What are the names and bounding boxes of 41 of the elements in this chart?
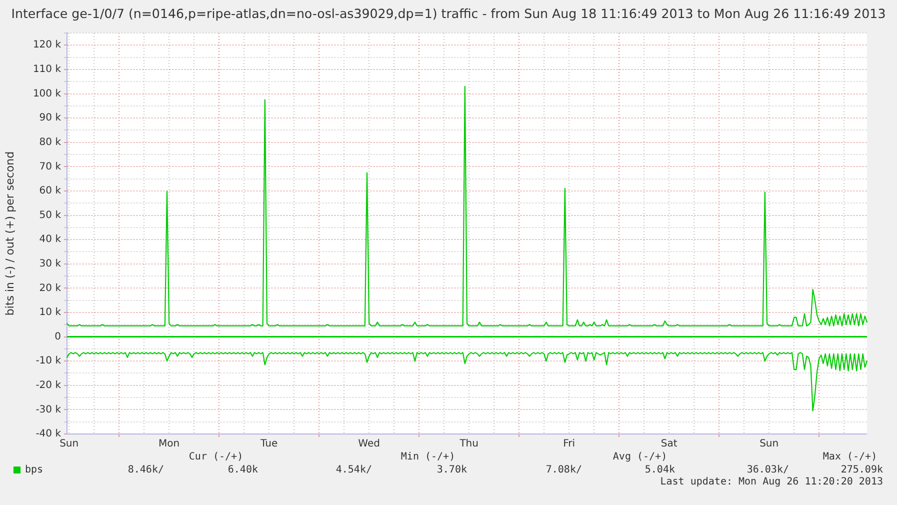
x-tick-label: Wed xyxy=(358,438,380,450)
y-tick-label: 50 k xyxy=(39,210,62,221)
text: Max (-/+) xyxy=(822,452,878,463)
y-tick-label: 120 k xyxy=(32,40,62,51)
y-tick-label: 80 k xyxy=(39,136,62,148)
text: 7.08k/ xyxy=(546,464,582,476)
y-tick-label: 0 xyxy=(54,331,61,342)
text: 5.04k xyxy=(644,464,675,476)
y-tick-label: -20 k xyxy=(36,380,62,391)
y-tick-label: 70 k xyxy=(39,161,62,172)
x-tick-label: Thu xyxy=(458,438,478,450)
x-tick-label: Sun xyxy=(60,438,79,450)
y-tick-label: 100 k xyxy=(32,88,62,100)
text: Avg (-/+) xyxy=(612,452,668,463)
legend-label: bps xyxy=(25,464,44,476)
y-tick-label: 10 k xyxy=(39,307,62,318)
text: 6.40k xyxy=(228,464,258,476)
text: Cur (-/+) xyxy=(188,452,244,463)
text: Last update: Mon Aug 26 11:20:20 2013 xyxy=(660,476,883,488)
y-tick-label: -40 k xyxy=(36,428,62,440)
x-tick-label: Fri xyxy=(563,438,576,450)
y-tick-label: 110 k xyxy=(32,64,62,76)
chart-title: Interface ge-1/0/7 (n=0146,p=ripe-atlas,dn=no-osl-as39029,dp=1) traffic - from Sun Aug 18 11:16:49 2013 to Mon Aug 26 11:16:49 2013 xyxy=(10,5,887,22)
y-tick-label: 60 k xyxy=(39,186,62,197)
y-tick-label: 40 k xyxy=(39,234,62,246)
text: Min (-/+) xyxy=(400,452,456,463)
x-tick-label: Mon xyxy=(158,438,180,450)
x-tick-label: Sat xyxy=(660,438,678,450)
y-tick-label: -10 k xyxy=(36,356,62,367)
y-tick-label: 20 k xyxy=(39,282,62,294)
text: 3.70k xyxy=(436,464,467,476)
text: 36.03k/ xyxy=(746,464,789,476)
x-tick-label: Tue xyxy=(260,438,278,450)
y-tick-label: -30 k xyxy=(36,404,62,416)
y-axis-title: bits in (-) / out (+) per second xyxy=(3,151,16,316)
text: 4.54k/ xyxy=(336,464,372,476)
y-tick-label: 90 k xyxy=(39,112,62,124)
text: 8.46k/ xyxy=(128,464,164,476)
y-tick-label: 30 k xyxy=(39,258,62,270)
text: 275.09k xyxy=(840,464,883,476)
x-tick-label: Sun xyxy=(760,438,779,450)
